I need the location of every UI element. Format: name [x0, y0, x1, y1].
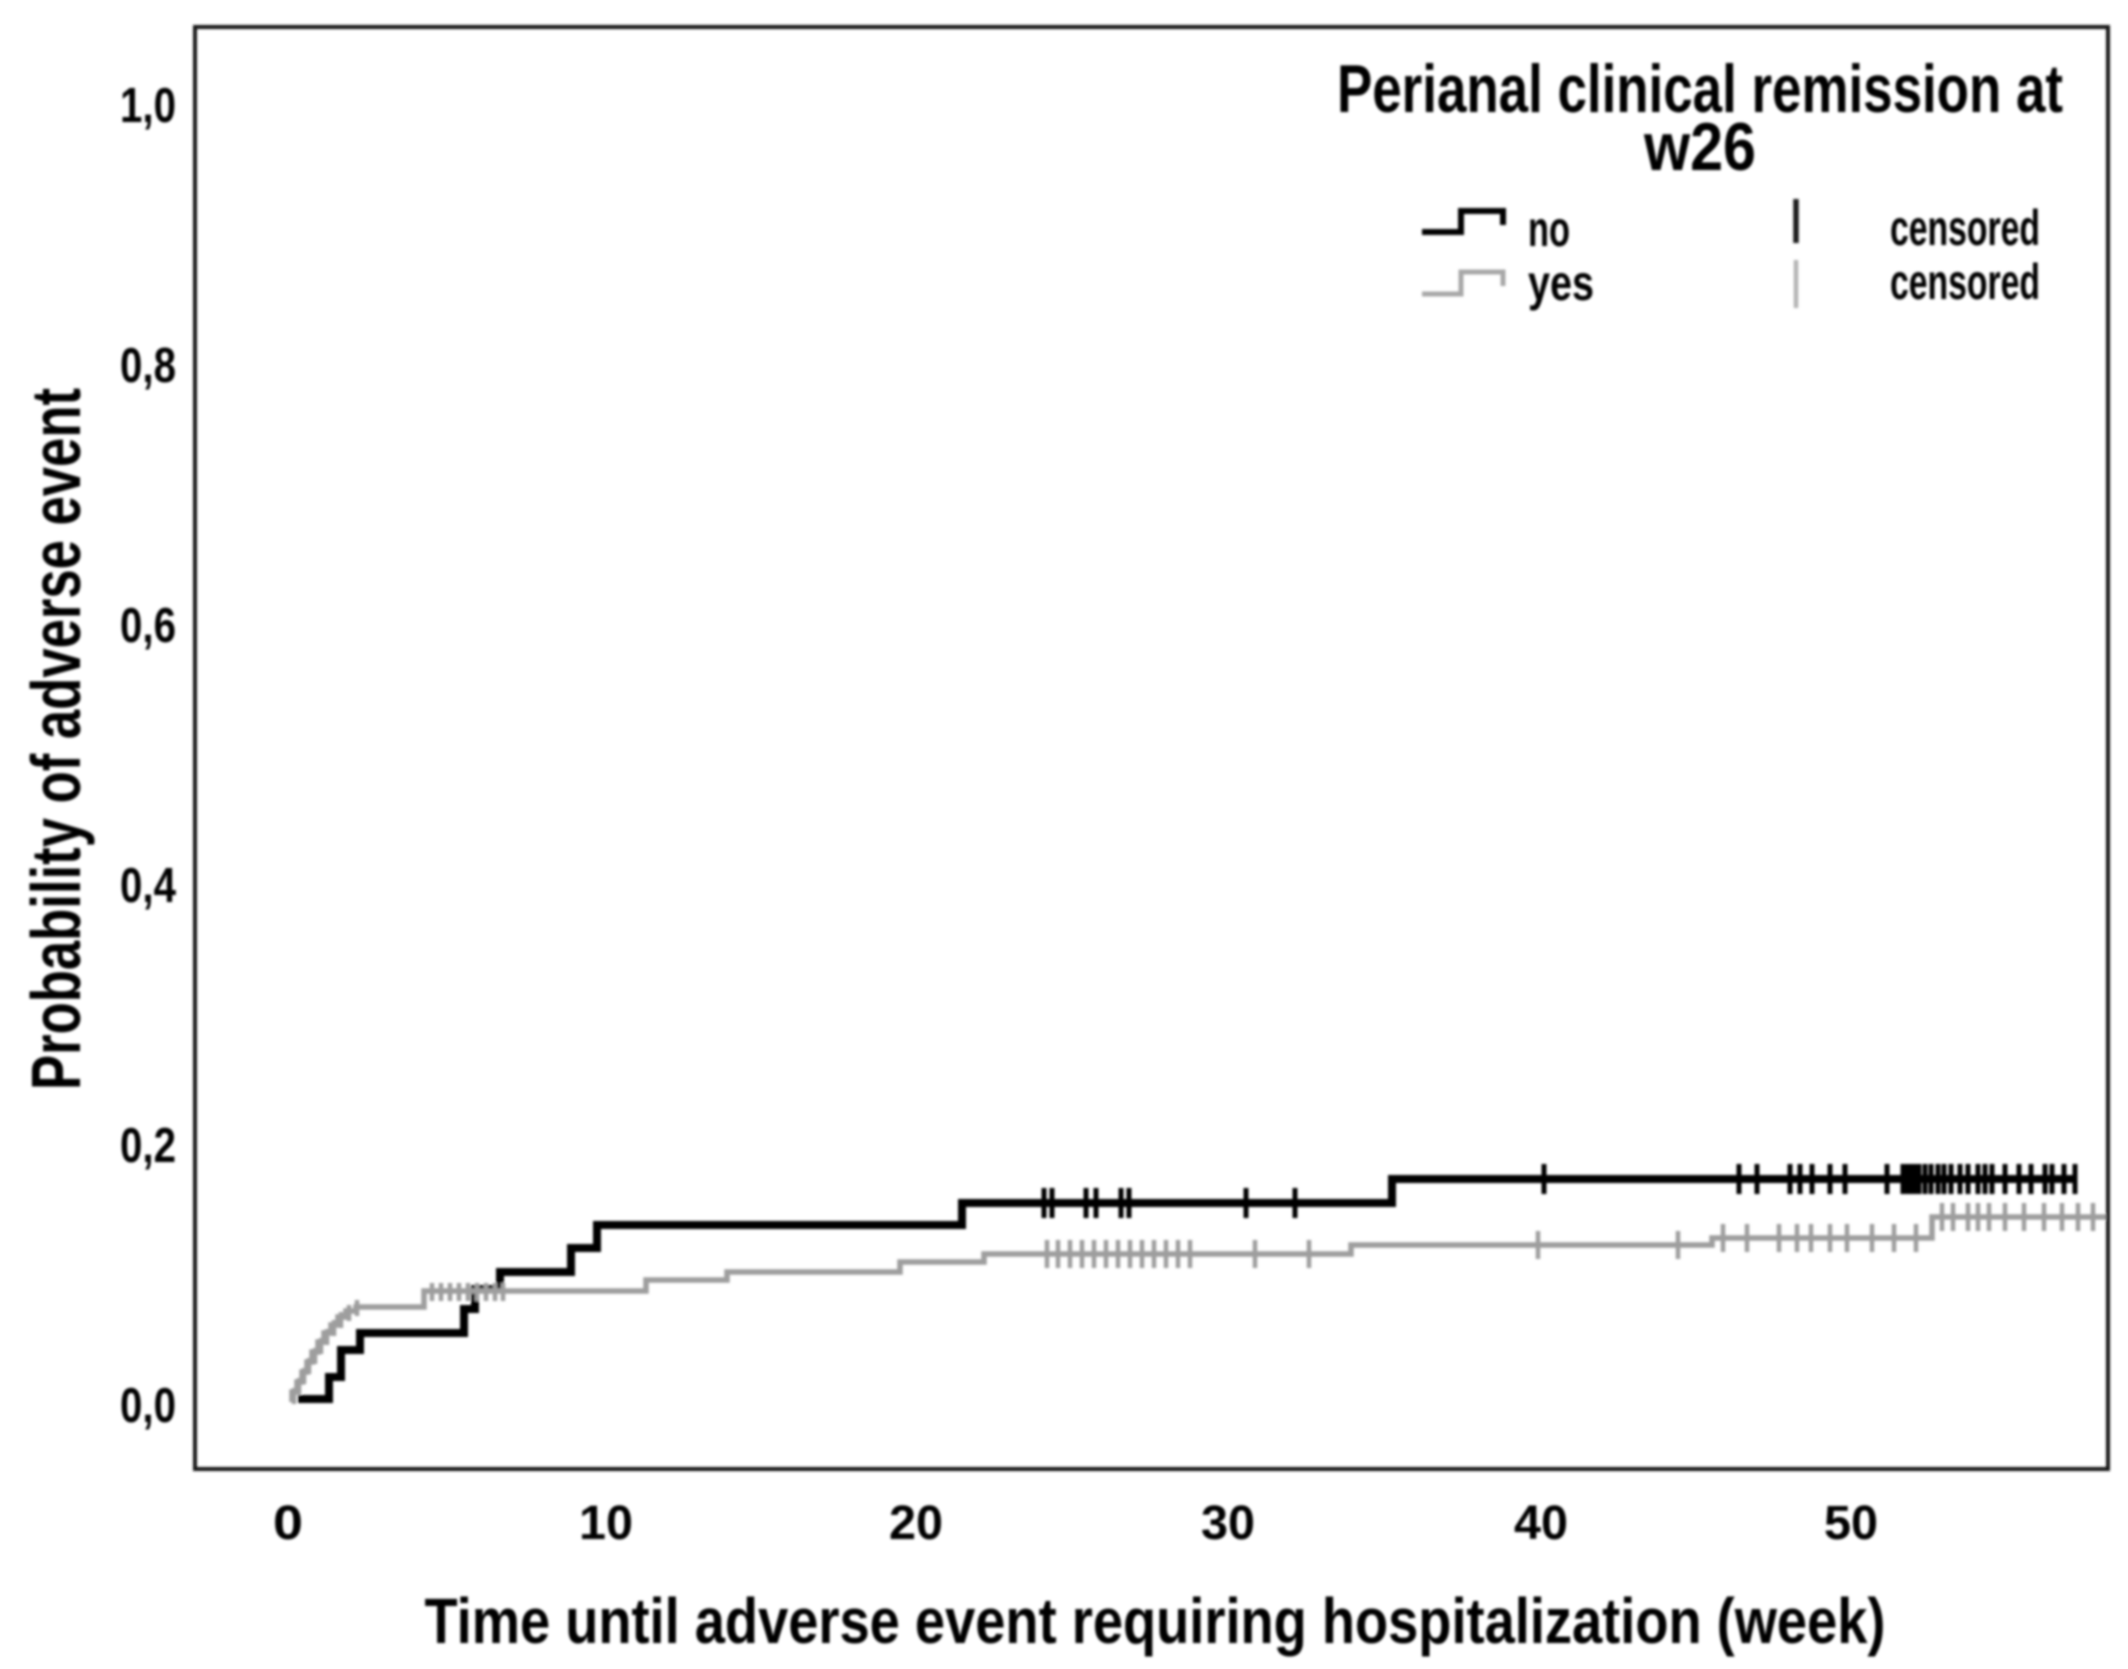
svg-text:20: 20 — [889, 1497, 943, 1550]
svg-text:0,0: 0,0 — [120, 1379, 176, 1433]
svg-text:no: no — [1528, 201, 1570, 257]
svg-text:0: 0 — [273, 1497, 303, 1550]
svg-text:Perianal clinical remission at: Perianal clinical remission at — [1337, 51, 2063, 127]
svg-text:Time until adverse event requi: Time until adverse event requiring hospi… — [425, 1585, 1886, 1657]
svg-text:10: 10 — [579, 1497, 633, 1550]
svg-text:1,0: 1,0 — [120, 79, 176, 133]
svg-text:0,8: 0,8 — [120, 339, 176, 393]
svg-text:50: 50 — [1824, 1497, 1878, 1550]
svg-text:40: 40 — [1514, 1497, 1568, 1550]
svg-text:w26: w26 — [1643, 109, 1756, 185]
svg-text:yes: yes — [1528, 255, 1594, 311]
svg-text:Probability of adverse event: Probability of adverse event — [17, 388, 95, 1090]
svg-text:censored: censored — [1890, 200, 2040, 256]
svg-text:0,4: 0,4 — [120, 859, 176, 913]
svg-text:30: 30 — [1201, 1497, 1255, 1550]
svg-text:0,2: 0,2 — [120, 1119, 176, 1173]
svg-text:censored: censored — [1890, 254, 2040, 310]
svg-text:0,6: 0,6 — [120, 599, 176, 653]
